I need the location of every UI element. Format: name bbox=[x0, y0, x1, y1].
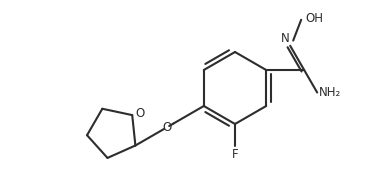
Text: OH: OH bbox=[305, 12, 323, 25]
Text: O: O bbox=[135, 107, 145, 120]
Text: N: N bbox=[280, 32, 289, 45]
Text: F: F bbox=[232, 148, 238, 161]
Text: NH₂: NH₂ bbox=[319, 86, 341, 99]
Text: O: O bbox=[162, 121, 171, 134]
